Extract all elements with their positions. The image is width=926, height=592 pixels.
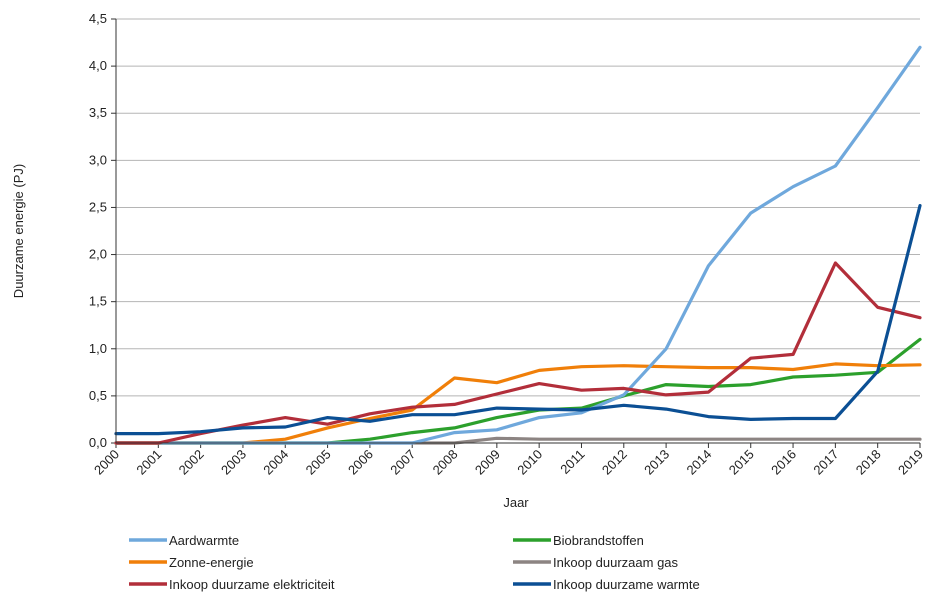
y-tick-label: 4,0 xyxy=(89,58,107,73)
x-tick-label: 2019 xyxy=(895,447,926,478)
x-tick-label: 2012 xyxy=(599,447,630,478)
series-lines xyxy=(114,45,922,445)
y-tick-label: 3,5 xyxy=(89,105,107,120)
x-tick-label: 2017 xyxy=(810,447,841,478)
x-axis-title: Jaar xyxy=(503,495,529,510)
y-axis-ticks: 0,0 0,5 1,0 1,5 2,0 2,5 3,0 3,5 4,0 4,5 xyxy=(89,11,116,450)
y-tick-label: 1,0 xyxy=(89,341,107,356)
x-axis-ticks: 2000 2001 2002 2003 2004 2005 2006 2007 2008 2009… xyxy=(91,443,926,478)
legend: Aardwarmte Biobrandstoffen Zonne-energie In… xyxy=(129,533,700,592)
y-tick-label: 3,0 xyxy=(89,152,107,167)
y-tick-label: 2,0 xyxy=(89,247,107,262)
x-tick-label: 2011 xyxy=(557,447,587,477)
legend-label-inkoop-duurzame-elektriciteit: Inkoop duurzame elektriciteit xyxy=(169,577,335,592)
x-tick-label: 2016 xyxy=(768,447,799,478)
legend-label-biobrandstoffen: Biobrandstoffen xyxy=(553,533,644,548)
y-tick-label: 1,5 xyxy=(89,294,107,309)
y-tick-label: 0,0 xyxy=(89,435,107,450)
x-tick-label: 2008 xyxy=(430,447,461,478)
x-tick-label: 2014 xyxy=(683,447,714,478)
legend-label-inkoop-duurzame-warmte: Inkoop duurzame warmte xyxy=(553,577,700,592)
series-line-inkoop-duurzame-warmte xyxy=(114,204,922,436)
x-tick-label: 2007 xyxy=(387,447,418,478)
x-tick-label: 2001 xyxy=(133,447,164,478)
x-tick-label: 2015 xyxy=(726,447,757,478)
x-tick-label: 2010 xyxy=(514,447,545,478)
x-tick-label: 2005 xyxy=(303,447,334,478)
legend-label-zonne-energie: Zonne-energie xyxy=(169,555,254,570)
x-tick-label: 2009 xyxy=(472,447,503,478)
y-tick-label: 4,5 xyxy=(89,11,107,26)
x-tick-label: 2004 xyxy=(260,447,291,478)
x-tick-label: 2002 xyxy=(176,447,207,478)
gridlines xyxy=(116,18,920,397)
x-tick-label: 2006 xyxy=(345,447,376,478)
x-tick-label: 2003 xyxy=(218,447,249,478)
series-line-aardwarmte xyxy=(114,45,922,445)
y-tick-label: 2,5 xyxy=(89,199,107,214)
series-line-inkoop-duurzame-elektriciteit xyxy=(114,261,922,445)
legend-label-aardwarmte: Aardwarmte xyxy=(169,533,239,548)
x-tick-label: 2013 xyxy=(641,447,672,478)
legend-label-inkoop-duurzaam-gas: Inkoop duurzaam gas xyxy=(553,555,679,570)
y-axis-title: Duurzame energie (PJ) xyxy=(11,164,26,298)
x-tick-label: 2000 xyxy=(91,447,122,478)
y-tick-label: 0,5 xyxy=(89,388,107,403)
x-tick-label: 2018 xyxy=(853,447,884,478)
